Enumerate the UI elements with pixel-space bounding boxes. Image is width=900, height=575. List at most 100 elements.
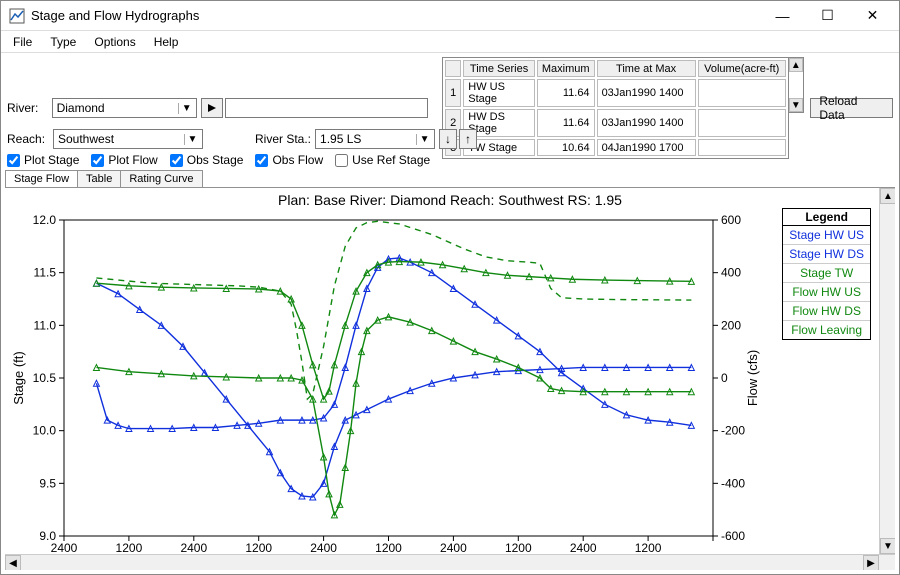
chk-plot-flow-box[interactable]: [91, 154, 104, 167]
chart-vscroll[interactable]: ▲ ▼: [879, 188, 895, 554]
tab-stage-flow[interactable]: Stage Flow: [5, 170, 78, 188]
svg-text:2400: 2400: [51, 541, 78, 555]
window-title: Stage and Flow Hydrographs: [31, 8, 760, 23]
chevron-down-icon: ▼: [416, 134, 432, 145]
reach-combo-value: Southwest: [58, 132, 184, 146]
tab-table[interactable]: Table: [77, 170, 121, 188]
chk-obs-flow-box[interactable]: [255, 154, 268, 167]
chk-plot-flow[interactable]: Plot Flow: [91, 153, 157, 167]
menu-options[interactable]: Options: [86, 33, 143, 51]
maximize-button[interactable]: ☐: [805, 2, 850, 30]
svg-text:11.0: 11.0: [34, 318, 57, 332]
legend-item: Stage TW: [783, 264, 870, 283]
svg-text:600: 600: [721, 214, 741, 227]
reload-button[interactable]: Reload Data: [810, 98, 893, 118]
rownum: 1: [445, 79, 461, 107]
riversta-combo[interactable]: 1.95 LS ▼: [315, 129, 435, 149]
menu-file[interactable]: File: [5, 33, 40, 51]
legend: Legend Stage HW US Stage HW DS Stage TW …: [782, 208, 871, 340]
svg-text:10.0: 10.0: [33, 424, 57, 438]
hydrograph-chart: 9.09.510.010.511.011.512.0-600-400-20002…: [9, 214, 769, 570]
svg-text:10.5: 10.5: [33, 371, 57, 385]
menu-type[interactable]: Type: [42, 33, 84, 51]
menubar: File Type Options Help: [1, 31, 899, 53]
table-scroll-down[interactable]: ▼: [789, 98, 803, 112]
chk-obs-flow[interactable]: Obs Flow: [255, 153, 323, 167]
svg-text:Stage (ft): Stage (ft): [11, 351, 26, 404]
chk-plot-stage[interactable]: Plot Stage: [7, 153, 79, 167]
chk-obs-stage[interactable]: Obs Stage: [170, 153, 244, 167]
legend-item: Flow HW US: [783, 283, 870, 302]
chk-use-ref-stage[interactable]: Use Ref Stage: [335, 153, 430, 167]
table-corner: [445, 60, 461, 77]
minimize-button[interactable]: —: [760, 2, 805, 30]
legend-title: Legend: [783, 209, 870, 226]
scroll-down-icon[interactable]: ▼: [880, 538, 895, 554]
svg-text:200: 200: [721, 318, 741, 332]
svg-text:1200: 1200: [635, 541, 662, 555]
checkbox-row: Plot Stage Plot Flow Obs Stage Obs Flow …: [1, 147, 899, 169]
app-icon: [9, 8, 25, 24]
cell-max: 11.64: [537, 79, 595, 107]
table-header-row: Time Series Maximum Time at Max Volume(a…: [445, 60, 786, 77]
cell-series: HW US Stage: [463, 79, 535, 107]
timeseries-table: Time Series Maximum Time at Max Volume(a…: [442, 57, 789, 159]
svg-text:1200: 1200: [375, 541, 402, 555]
svg-text:0: 0: [721, 371, 728, 385]
chk-plot-stage-box[interactable]: [7, 154, 20, 167]
svg-text:-200: -200: [721, 424, 745, 438]
chart-area: Plan: Base River: Diamond Reach: Southwe…: [5, 187, 895, 570]
svg-text:2400: 2400: [180, 541, 207, 555]
chk-obs-stage-box[interactable]: [170, 154, 183, 167]
close-button[interactable]: ✕: [850, 2, 895, 30]
legend-item: Flow HW DS: [783, 302, 870, 321]
reach-combo[interactable]: Southwest ▼: [53, 129, 203, 149]
search-input[interactable]: [225, 98, 429, 118]
titlebar: Stage and Flow Hydrographs — ☐ ✕: [1, 1, 899, 31]
svg-text:1200: 1200: [116, 541, 143, 555]
legend-item: Stage HW US: [783, 226, 870, 245]
riversta-label: River Sta.:: [255, 132, 311, 146]
table-row[interactable]: 1 HW US Stage 11.64 03Jan1990 1400: [445, 79, 786, 107]
cell-max: 11.64: [537, 109, 595, 137]
svg-text:Flow (cfs): Flow (cfs): [745, 350, 760, 406]
plan-line: Plan: Base River: Diamond Reach: Southwe…: [5, 188, 895, 210]
scroll-left-icon[interactable]: ◀: [5, 555, 21, 570]
chevron-down-icon: ▼: [178, 103, 194, 114]
svg-text:12.0: 12.0: [33, 214, 57, 227]
app-window: Stage and Flow Hydrographs — ☐ ✕ File Ty…: [0, 0, 900, 575]
svg-text:-400: -400: [721, 476, 745, 490]
river-label: River:: [7, 101, 52, 115]
legend-item: Stage HW DS: [783, 245, 870, 264]
svg-text:2400: 2400: [440, 541, 467, 555]
svg-text:400: 400: [721, 266, 741, 280]
legend-item: Flow Leaving: [783, 321, 870, 339]
scroll-right-icon[interactable]: ▶: [863, 555, 879, 570]
svg-text:1200: 1200: [245, 541, 272, 555]
table-row[interactable]: 2 HW DS Stage 11.64 03Jan1990 1400: [445, 109, 786, 137]
riversta-combo-value: 1.95 LS: [320, 132, 416, 146]
chart-hscroll[interactable]: ◀ ▶: [5, 554, 895, 570]
col-timeatmax: Time at Max: [597, 60, 696, 77]
col-volume: Volume(acre-ft): [698, 60, 786, 77]
menu-help[interactable]: Help: [146, 33, 187, 51]
table-scroll-up[interactable]: ▲: [789, 58, 803, 72]
col-maximum: Maximum: [537, 60, 595, 77]
sta-down-button[interactable]: ↓: [439, 129, 457, 149]
river-combo[interactable]: Diamond ▼: [52, 98, 198, 118]
svg-text:-600: -600: [721, 529, 745, 543]
reach-label: Reach:: [7, 132, 53, 146]
sta-up-button[interactable]: ↑: [459, 129, 477, 149]
svg-text:9.5: 9.5: [39, 476, 56, 490]
river-combo-value: Diamond: [57, 101, 179, 115]
col-timeseries: Time Series: [463, 60, 535, 77]
tabstrip: Stage Flow Table Rating Curve: [1, 169, 899, 187]
chk-use-ref-stage-box[interactable]: [335, 154, 348, 167]
scroll-up-icon[interactable]: ▲: [880, 188, 895, 204]
svg-text:11.5: 11.5: [34, 266, 57, 280]
chevron-down-icon: ▼: [184, 134, 200, 145]
play-button[interactable]: [201, 98, 222, 118]
cell-vol: [698, 79, 786, 107]
tab-rating-curve[interactable]: Rating Curve: [120, 170, 202, 188]
svg-text:1200: 1200: [505, 541, 532, 555]
